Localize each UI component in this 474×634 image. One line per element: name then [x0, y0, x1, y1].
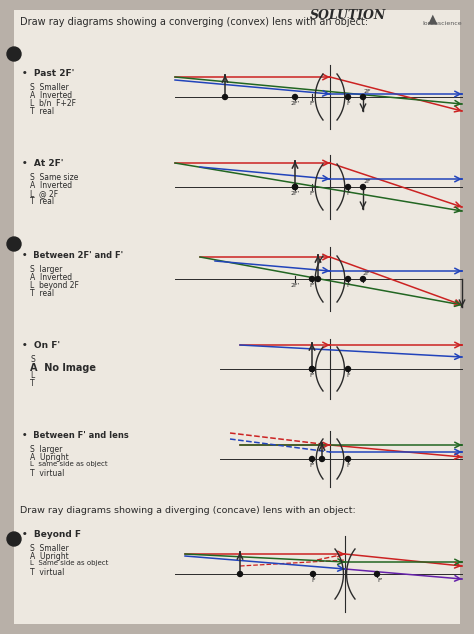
Text: L  Same side as object: L Same side as object	[30, 560, 109, 566]
Text: F': F'	[309, 463, 315, 468]
Text: 2F': 2F'	[290, 101, 300, 106]
Text: •  Past 2F': • Past 2F'	[22, 69, 74, 78]
Text: T  real: T real	[30, 289, 54, 298]
Circle shape	[361, 276, 365, 281]
Text: •  Beyond F: • Beyond F	[22, 530, 81, 539]
Text: 2F: 2F	[363, 89, 371, 94]
Text: F': F'	[309, 283, 315, 288]
Circle shape	[361, 94, 365, 100]
Circle shape	[316, 276, 320, 281]
Text: A  Inverted: A Inverted	[30, 273, 72, 282]
Text: T  virtual: T virtual	[30, 469, 64, 478]
Text: T: T	[30, 379, 35, 388]
Text: •  At 2F': • At 2F'	[22, 159, 64, 168]
Text: •  Between F' and lens: • Between F' and lens	[22, 431, 129, 440]
Text: loreescience: loreescience	[422, 21, 462, 26]
Circle shape	[310, 366, 315, 372]
Circle shape	[346, 94, 350, 100]
Circle shape	[310, 456, 315, 462]
Text: •  Between 2F' and F': • Between 2F' and F'	[22, 251, 123, 260]
Text: L  same side as object: L same side as object	[30, 461, 108, 467]
Text: 2F: 2F	[363, 179, 371, 184]
Circle shape	[346, 366, 350, 372]
Text: F': F'	[309, 101, 315, 106]
Text: F: F	[346, 373, 350, 378]
Text: S  Smaller: S Smaller	[30, 544, 69, 553]
Text: S  larger: S larger	[30, 265, 63, 274]
Text: F: F	[346, 101, 350, 106]
Text: A  Inverted: A Inverted	[30, 181, 72, 190]
Text: L  beyond 2F: L beyond 2F	[30, 281, 79, 290]
Circle shape	[374, 571, 380, 576]
Text: F': F'	[377, 578, 383, 583]
Text: Draw ray diagrams showing a diverging (concave) lens with an object:: Draw ray diagrams showing a diverging (c…	[20, 506, 356, 515]
Text: ▲: ▲	[428, 12, 438, 25]
Circle shape	[346, 276, 350, 281]
Text: A  Upright: A Upright	[30, 453, 69, 462]
Circle shape	[222, 94, 228, 100]
Circle shape	[310, 366, 315, 372]
Text: Draw ray diagrams showing a converging (convex) lens with an object:: Draw ray diagrams showing a converging (…	[20, 17, 368, 27]
Circle shape	[361, 184, 365, 190]
Text: 2F: 2F	[362, 271, 370, 276]
Text: T  real: T real	[30, 197, 54, 206]
Text: S  Same size: S Same size	[30, 173, 78, 182]
Text: F: F	[346, 283, 350, 288]
Circle shape	[310, 276, 315, 281]
Text: A  Inverted: A Inverted	[30, 91, 72, 100]
Text: 2F': 2F'	[290, 191, 300, 196]
Text: L  b/n  F+2F: L b/n F+2F	[30, 99, 76, 108]
Circle shape	[292, 94, 298, 100]
Text: T  virtual: T virtual	[30, 568, 64, 577]
Text: A  No Image: A No Image	[30, 363, 96, 373]
Circle shape	[237, 571, 243, 576]
Text: 2F': 2F'	[290, 283, 300, 288]
Circle shape	[7, 47, 21, 61]
Text: F': F'	[309, 191, 315, 196]
Circle shape	[346, 456, 350, 462]
Text: SOLUTION: SOLUTION	[310, 9, 386, 22]
Text: F: F	[346, 463, 350, 468]
Circle shape	[7, 237, 21, 251]
Text: F': F'	[309, 373, 315, 378]
Text: L: L	[30, 371, 34, 380]
Text: L  @ 2F: L @ 2F	[30, 189, 58, 198]
Circle shape	[292, 184, 298, 190]
Text: F: F	[346, 191, 350, 196]
Text: F: F	[311, 578, 315, 583]
Circle shape	[346, 184, 350, 190]
Circle shape	[7, 532, 21, 546]
Text: T  real: T real	[30, 107, 54, 116]
Circle shape	[292, 184, 298, 190]
Circle shape	[310, 571, 316, 576]
Text: •  On F': • On F'	[22, 341, 60, 350]
Text: S  Smaller: S Smaller	[30, 83, 69, 92]
Text: S: S	[30, 355, 35, 364]
Circle shape	[319, 456, 325, 462]
Text: S  larger: S larger	[30, 445, 63, 454]
Text: A  Upright: A Upright	[30, 552, 69, 561]
